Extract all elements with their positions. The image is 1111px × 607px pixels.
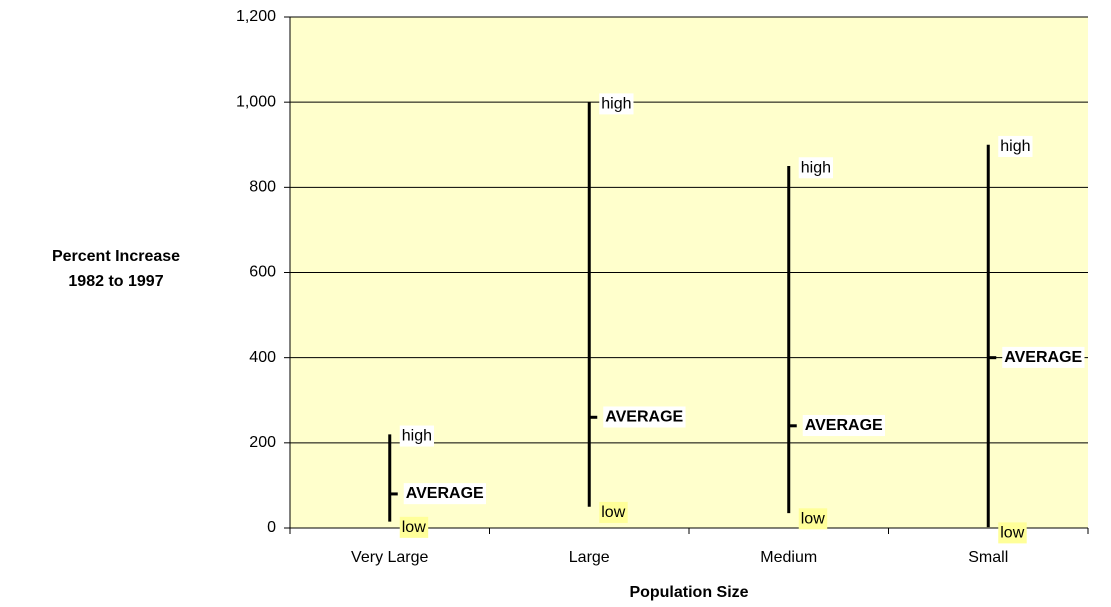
data-label-text: high <box>402 428 432 445</box>
data-label-text: low <box>402 519 426 536</box>
x-tick-label: Medium <box>760 549 817 566</box>
data-label: AVERAGE <box>802 415 886 437</box>
label-bg <box>798 157 833 179</box>
data-label-text: high <box>1000 138 1030 155</box>
data-label-text: low <box>601 504 625 521</box>
label-bg <box>399 516 429 538</box>
y-tick-label: 600 <box>249 264 276 281</box>
data-label-text: low <box>1000 524 1024 541</box>
data-label-text: low <box>801 510 825 527</box>
data-label-text: high <box>801 159 831 176</box>
label-bg <box>599 93 634 115</box>
y-tick-label: 1,000 <box>236 93 276 110</box>
y-tick-label: 1,200 <box>236 8 276 25</box>
data-label: low <box>998 522 1027 544</box>
y-tick-label: 800 <box>249 179 276 196</box>
y-tick-label: 200 <box>249 434 276 451</box>
label-bg <box>998 522 1027 544</box>
y-tick-label: 0 <box>267 519 276 536</box>
label-bg <box>399 425 434 447</box>
data-label: high <box>998 135 1033 157</box>
data-label: AVERAGE <box>403 483 487 505</box>
data-label: low <box>798 508 828 530</box>
label-bg <box>403 483 487 505</box>
x-tick-label: Large <box>569 549 610 566</box>
data-label: high <box>798 157 833 179</box>
data-label-text: AVERAGE <box>805 417 883 434</box>
label-bg <box>1002 346 1085 368</box>
x-tick-label: Very Large <box>351 549 428 566</box>
y-axis-label: 1982 to 1997 <box>68 273 163 290</box>
label-bg <box>603 406 686 428</box>
label-bg <box>802 415 886 437</box>
data-label: low <box>399 516 429 538</box>
data-label: high <box>399 425 434 447</box>
label-bg <box>798 508 828 530</box>
x-tick-label: Small <box>968 549 1008 566</box>
label-bg <box>998 135 1033 157</box>
x-axis-label: Population Size <box>629 584 748 601</box>
data-label-text: high <box>601 95 631 112</box>
data-label-text: AVERAGE <box>406 485 484 502</box>
data-label: high <box>599 93 634 115</box>
y-axis-label: Percent Increase <box>52 248 180 265</box>
data-label: low <box>599 501 628 523</box>
y-tick-label: 400 <box>249 349 276 366</box>
data-label-text: AVERAGE <box>1004 349 1082 366</box>
data-label: AVERAGE <box>603 406 686 428</box>
data-label-text: AVERAGE <box>605 409 683 426</box>
label-bg <box>599 501 628 523</box>
data-label: AVERAGE <box>1002 346 1085 368</box>
